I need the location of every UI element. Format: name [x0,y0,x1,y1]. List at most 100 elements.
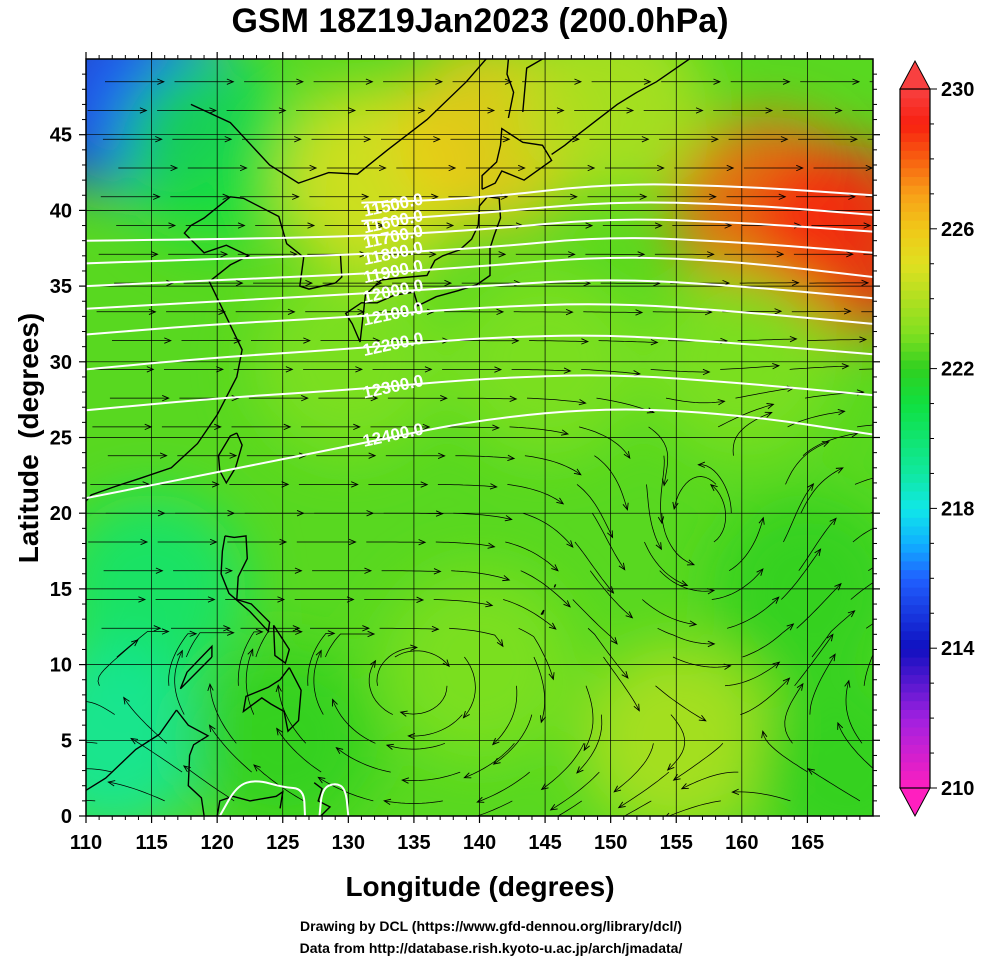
streamline-arrowhead [574,78,583,85]
streamline-arrowhead [622,502,629,511]
streamline-arrowhead [298,452,307,459]
streamline [435,541,495,548]
streamline-arrowhead [496,308,505,316]
coastline-segment [216,790,284,816]
streamline [168,633,197,686]
colorbar-segment [900,202,930,212]
colorbar-segment [900,674,930,684]
colorbar-segment [900,429,930,440]
streamline-arrowhead [368,452,377,459]
streamline-arrowhead [335,747,344,755]
streamline-arrowhead [420,481,429,488]
streamline-arrowhead [433,568,442,575]
streamline-arrowhead [216,366,224,373]
streamline [661,513,695,566]
chart-title: GSM 18Z19Jan2023 (200.0hPa) [231,2,728,40]
streamline [644,541,688,586]
streamline-arrowhead [431,625,440,633]
streamline-arrowhead [366,510,375,517]
streamline-arrowhead [511,337,520,344]
streamline-arrowhead [139,107,148,114]
colorbar-segment [900,761,930,772]
streamline-arrowhead [935,165,941,170]
x-tick-label: 155 [660,832,693,854]
streamline [332,699,376,744]
streamline-arrowhead [222,193,231,200]
coastline-segment [551,59,690,155]
streamline-arrowhead [301,394,309,402]
streamline-arrowhead [153,625,162,632]
streamline [402,771,461,781]
streamline-arrowhead [772,362,781,370]
streamline-arrowhead [422,423,431,431]
streamline-arrowhead [756,568,764,576]
colorbar-segment [900,106,930,116]
streamline-arrowhead [587,164,596,172]
streamline [86,741,98,744]
streamline-arrowhead [287,308,296,315]
streamline-arrowhead [618,562,626,571]
streamline-arrowhead [372,337,381,344]
streamline [533,656,545,723]
streamline [185,632,234,658]
streamline-arrowhead [362,625,370,632]
streamline-arrowhead [556,107,565,114]
colorbar-segment [900,753,930,763]
temperature-sample [86,645,208,816]
streamline-arrowhead [401,777,410,784]
streamline-arrowhead [504,78,513,85]
colorbar-segment [900,281,930,291]
colorbar-segment [900,700,930,710]
streamline [762,731,808,773]
streamline-arrowhead [724,222,733,229]
colorbar-tick-label: 210 [941,778,974,800]
streamline-arrowhead [565,308,574,316]
streamline-arrowhead [463,772,472,779]
streamline-arrowhead [585,222,594,229]
streamline [507,484,564,505]
y-tick-label: 15 [50,579,72,601]
streamline-arrowhead [726,164,735,172]
height-contour [361,201,873,222]
streamline-arrowhead [766,403,775,410]
streamline [660,455,665,524]
colorbar-segment [900,639,930,649]
colorbar-segment [900,569,930,579]
streamline-arrowhead [635,309,644,316]
coastline-segment [313,782,332,816]
streamline-arrowhead [617,801,626,809]
streamline-arrowhead [487,542,496,549]
streamline [876,649,886,714]
streamline-arrowhead [807,768,816,775]
streamline-arrowhead [123,696,130,705]
streamline-arrowhead [796,682,804,691]
streamline [724,661,780,687]
streamline-arrowhead [633,703,640,712]
height-contour [86,256,873,288]
streamline-arrowhead [317,776,326,784]
streamline [276,728,322,773]
streamline-arrowhead [504,515,513,522]
streamline-arrowhead [227,510,236,517]
y-tick-label: 5 [61,730,72,752]
streamline [526,397,586,404]
streamline-arrowhead [637,251,646,258]
streamline [123,697,168,744]
streamline [97,639,139,686]
streamline-arrowhead [291,193,300,200]
streamline-arrowhead [731,788,740,795]
streamline-arrowhead [578,399,587,406]
streamline [807,339,866,341]
streamline-arrowhead [807,483,815,491]
streamline-arrowhead [549,803,558,811]
streamline [673,743,724,781]
streamline-arrowhead [846,251,854,258]
colorbar-segment [900,89,930,99]
streamline-arrowhead [540,783,549,791]
colorbar-segment [900,141,930,151]
streamline-arrowhead [885,629,892,634]
streamline [850,582,873,600]
colorbar-segment [900,517,930,527]
streamline-arrowhead [933,223,939,228]
